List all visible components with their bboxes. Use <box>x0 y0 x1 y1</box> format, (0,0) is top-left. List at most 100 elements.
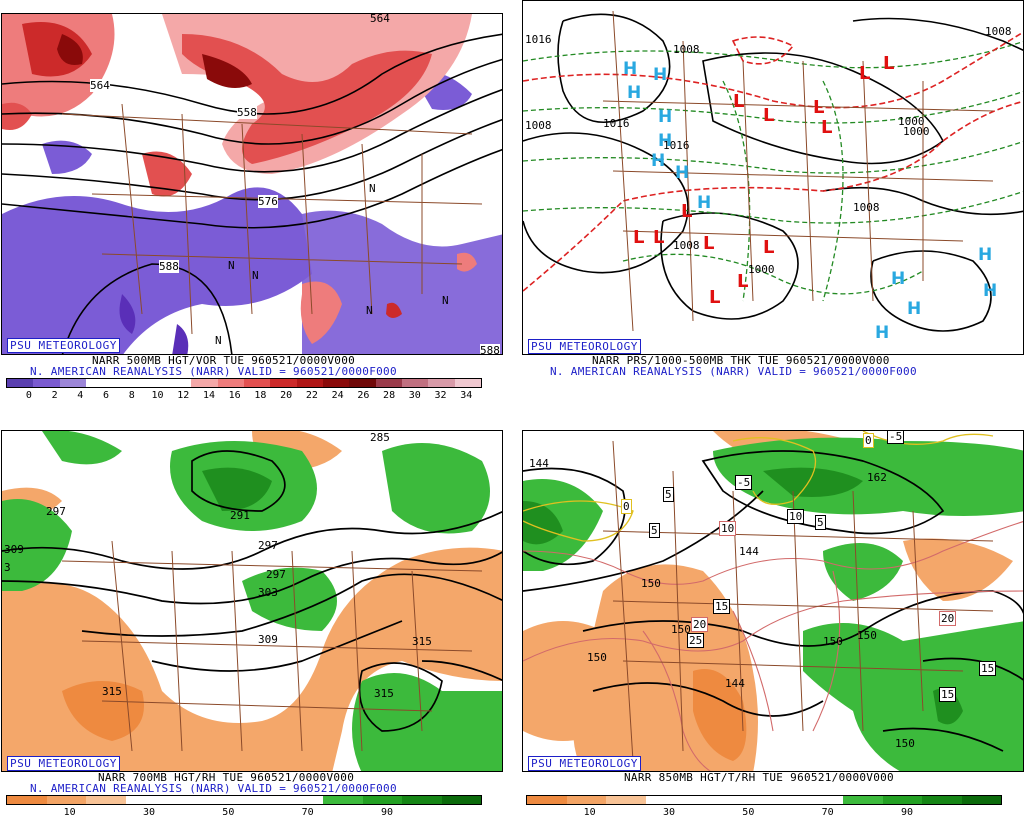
psu-meteorology-tag: PSU METEOROLOGY <box>7 338 120 353</box>
isotherm-label: 0 <box>621 499 632 514</box>
color-bar-swatch <box>402 796 442 804</box>
contour-label: 588 <box>159 260 179 273</box>
height-contour <box>592 682 824 717</box>
color-bar-swatch <box>7 796 47 804</box>
low-pressure-marker: L <box>709 287 721 308</box>
contour-label: 315 <box>102 685 122 698</box>
isobar-label: 1008 <box>525 119 552 132</box>
color-bar-tick-label: 12 <box>177 390 190 401</box>
low-pressure-marker: L <box>681 201 693 222</box>
thickness-contour <box>822 80 844 302</box>
vort-min-label: N <box>252 269 259 282</box>
color-bar-tick-label: 90 <box>900 807 914 818</box>
color-bar-swatch <box>362 796 402 804</box>
color-bar-swatch <box>764 796 804 804</box>
isotherm-zero <box>862 431 994 445</box>
isotherm-label: 25 <box>687 633 705 648</box>
isotherm-label: -5 <box>887 430 905 444</box>
color-bar-swatch <box>191 379 218 387</box>
high-pressure-marker: H <box>875 323 890 343</box>
color-bar-swatch <box>566 796 606 804</box>
thickness-contour <box>523 190 1023 224</box>
color-bar-swatch <box>164 379 192 387</box>
color-bar-tick-label: 50 <box>222 807 235 818</box>
isotherm <box>732 610 774 732</box>
vorticity-field <box>2 14 502 354</box>
thickness-contour <box>523 40 1023 69</box>
vort-min-label: N <box>228 259 235 272</box>
color-bar-swatch <box>606 796 646 804</box>
high-pressure-marker: H <box>658 131 673 151</box>
isobar <box>523 132 689 274</box>
color-bar-swatch <box>296 379 323 387</box>
isotherm-label: 5 <box>663 487 674 502</box>
vort-min-label: N <box>215 334 222 347</box>
state-border <box>602 440 994 762</box>
isobar <box>557 13 671 124</box>
color-bar-tick-label: 30 <box>662 807 676 818</box>
color-bar-swatch <box>428 379 455 387</box>
high-pressure-marker: H <box>983 281 998 301</box>
low-pressure-marker: L <box>813 97 825 118</box>
height-contour <box>191 450 286 512</box>
rh-color-bar <box>526 795 1002 805</box>
vort-region <box>457 252 477 272</box>
isotherm-label: 0 <box>863 433 874 448</box>
height-contour <box>2 148 502 229</box>
color-bar-swatch <box>59 379 86 387</box>
isobar-label: 1000 <box>748 263 775 276</box>
vort-region <box>182 34 432 164</box>
color-bar-swatch <box>441 796 481 804</box>
panel-caption-line2: N. AMERICAN REANALYSIS (NARR) VALID = 96… <box>550 365 917 378</box>
color-bar-swatch <box>46 796 86 804</box>
vort-region <box>142 151 192 197</box>
vort-min-label: N <box>366 304 373 317</box>
contour-label: 3 <box>4 561 11 574</box>
height-contour <box>922 657 1023 681</box>
high-pressure-marker: H <box>978 245 993 265</box>
color-bar-tick-label: 16 <box>228 390 241 401</box>
contour-label: 297 <box>258 539 278 552</box>
height-contour <box>61 263 233 354</box>
vort-region <box>42 140 92 174</box>
contour-label: 285 <box>370 431 390 444</box>
height-contour <box>2 88 502 173</box>
isobar-label: 1000 <box>903 125 930 138</box>
color-bar-swatch <box>922 796 962 804</box>
high-pressure-marker: H <box>653 65 668 85</box>
contour-label: 144 <box>529 457 549 470</box>
height-contour <box>882 727 1004 752</box>
state-border <box>61 540 483 752</box>
isotherm <box>523 521 1023 585</box>
contour-label: 150 <box>587 651 607 664</box>
rh-moist-region <box>2 499 72 591</box>
height-contour <box>81 573 502 637</box>
color-bar-swatch <box>323 796 363 804</box>
isotherm <box>523 590 1023 662</box>
vort-min-label: N <box>442 294 449 307</box>
color-bar-tick-label: 70 <box>301 807 314 818</box>
contour-label: 150 <box>857 629 877 642</box>
isobar-label: 1016 <box>663 139 690 152</box>
color-bar-swatch <box>454 379 481 387</box>
isobar <box>660 212 799 320</box>
color-bar-tick-label: 4 <box>77 390 84 401</box>
low-pressure-marker: L <box>737 271 749 292</box>
psu-meteorology-tag: PSU METEOROLOGY <box>7 756 120 771</box>
pressure-field <box>523 10 1023 332</box>
contour-label: 150 <box>641 577 661 590</box>
contour-label: 150 <box>671 623 691 636</box>
color-bar-tick-label: 10 <box>583 807 596 818</box>
panel-caption-line1: NARR PRS/1000-500MB THK TUE 960521/0000V… <box>592 354 890 367</box>
color-bar-swatch <box>244 796 284 804</box>
rh-dry-region <box>903 538 1013 601</box>
panel-caption-line1: NARR 700MB HGT/RH TUE 960521/0000V000 <box>98 771 355 784</box>
contour-label: 576 <box>258 195 278 208</box>
color-bar-swatch <box>401 379 429 387</box>
color-bar-swatch <box>322 379 350 387</box>
contour-label: 144 <box>725 677 745 690</box>
color-bar-tick-label: 20 <box>280 390 293 401</box>
vort-region <box>119 294 136 334</box>
height-contour <box>151 620 403 672</box>
panel-850mb-temp-rh: 144 150 150 144 150 150 144 162 150 0 -5… <box>512 410 1024 819</box>
